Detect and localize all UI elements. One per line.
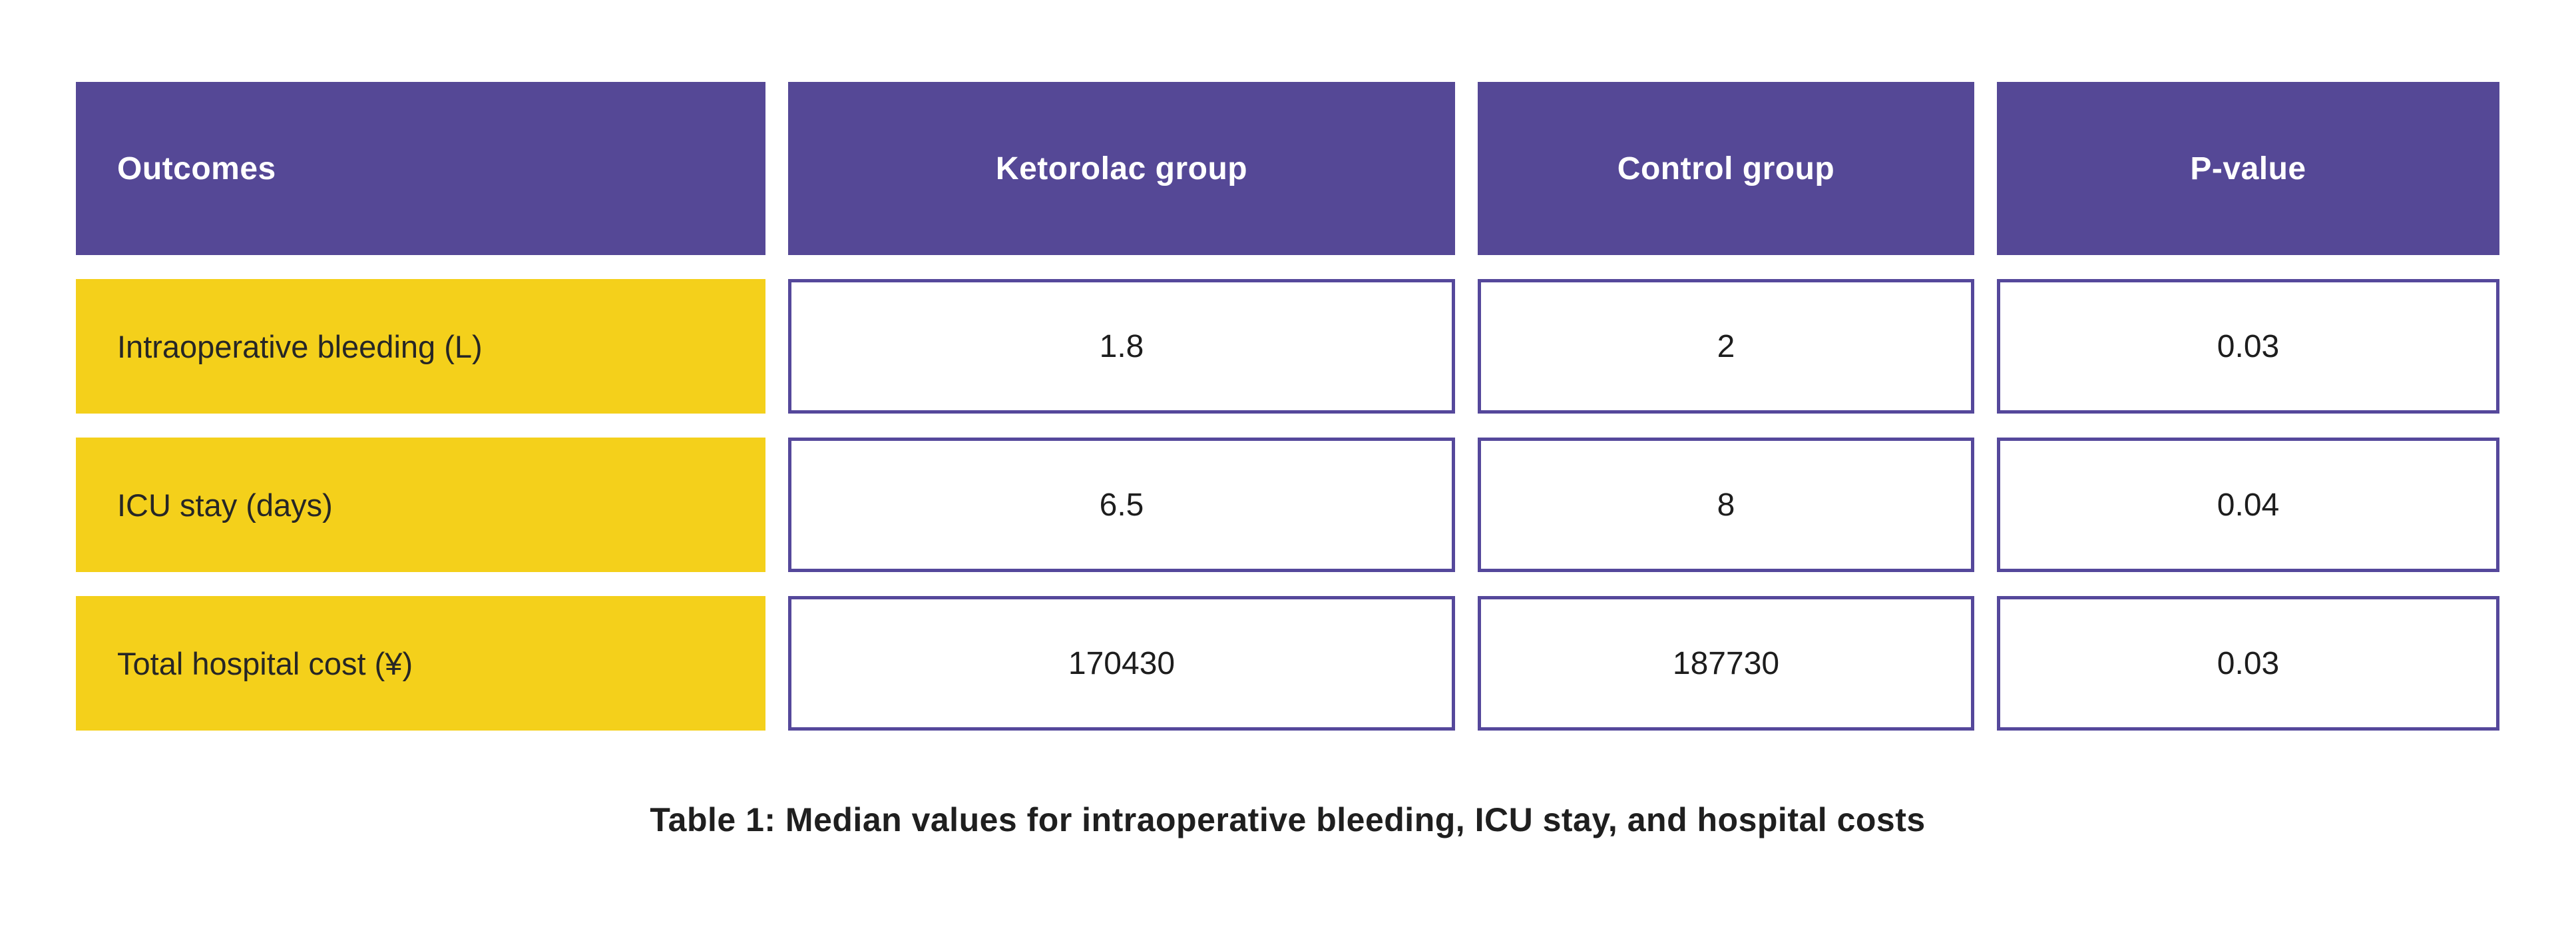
cell-bleeding-ketorolac: 1.8 bbox=[788, 279, 1455, 414]
row-label-intraoperative-bleeding: Intraoperative bleeding (L) bbox=[76, 279, 765, 414]
header-ketorolac-group: Ketorolac group bbox=[788, 82, 1455, 255]
table-caption: Table 1: Median values for intraoperativ… bbox=[650, 801, 1926, 838]
cell-bleeding-control: 2 bbox=[1478, 279, 1974, 414]
row-label-hospital-cost: Total hospital cost (¥) bbox=[76, 596, 765, 731]
cell-icu-control: 8 bbox=[1478, 438, 1974, 572]
cell-bleeding-pvalue: 0.03 bbox=[1997, 279, 2499, 414]
cell-icu-ketorolac: 6.5 bbox=[788, 438, 1455, 572]
header-control-group: Control group bbox=[1478, 82, 1974, 255]
cell-cost-ketorolac: 170430 bbox=[788, 596, 1455, 731]
header-p-value: P-value bbox=[1997, 82, 2499, 255]
cell-icu-pvalue: 0.04 bbox=[1997, 438, 2499, 572]
outcomes-table: Outcomes Ketorolac group Control group P… bbox=[76, 82, 2499, 731]
row-label-icu-stay: ICU stay (days) bbox=[76, 438, 765, 572]
cell-cost-control: 187730 bbox=[1478, 596, 1974, 731]
header-outcomes: Outcomes bbox=[76, 82, 765, 255]
cell-cost-pvalue: 0.03 bbox=[1997, 596, 2499, 731]
